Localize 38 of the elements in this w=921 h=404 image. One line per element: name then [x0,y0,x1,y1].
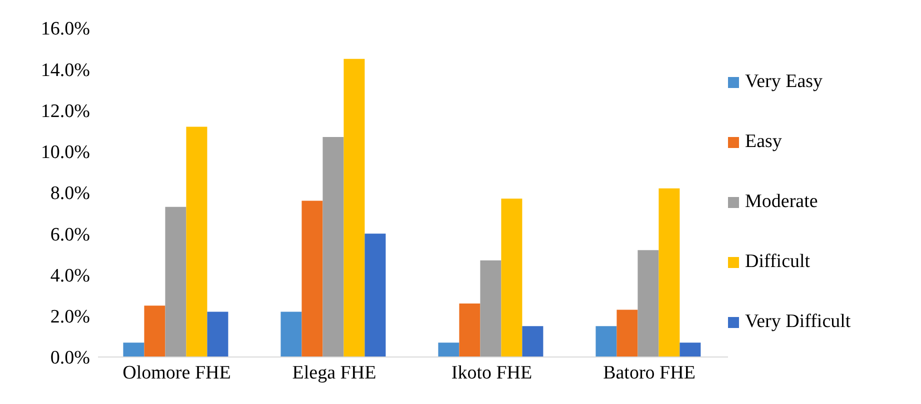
bar [459,304,480,357]
legend-label: Moderate [745,191,818,213]
bar [438,342,460,357]
y-tick-label: 12.0% [40,100,90,122]
bar [638,250,659,357]
bar [344,58,365,357]
bar [144,306,166,357]
bar [522,326,544,357]
legend-label: Very Difficult [745,311,851,333]
bar [186,126,208,357]
bar [364,234,386,357]
bar [658,188,680,357]
y-tick-label: 16.0% [40,18,90,40]
y-tick-label: 8.0% [50,183,90,204]
y-tick-label: 2.0% [50,306,90,328]
bar [302,200,323,357]
bar [616,310,638,357]
bar [207,312,228,357]
bar [501,198,522,357]
x-tick-label: Olomore FHE [122,362,231,384]
legend-label: Very Easy [745,71,823,93]
legend-label: Easy [745,131,782,153]
bar [480,260,502,357]
y-tick-label: 0.0% [50,348,90,369]
bar [165,206,186,357]
y-tick-label: 6.0% [50,224,90,246]
y-tick-label: 10.0% [40,142,90,164]
bar [322,136,344,357]
y-tick-label: 14.0% [40,60,90,81]
x-tick-label: Ikoto FHE [451,362,532,384]
x-tick-label: Batoro FHE [603,362,696,384]
y-tick-label: 4.0% [50,265,90,286]
x-tick-label: Elega FHE [292,362,376,384]
bar [680,342,701,357]
bar [596,326,617,357]
bar [280,312,302,357]
bar [123,342,144,357]
legend-label: Difficult [745,251,810,273]
